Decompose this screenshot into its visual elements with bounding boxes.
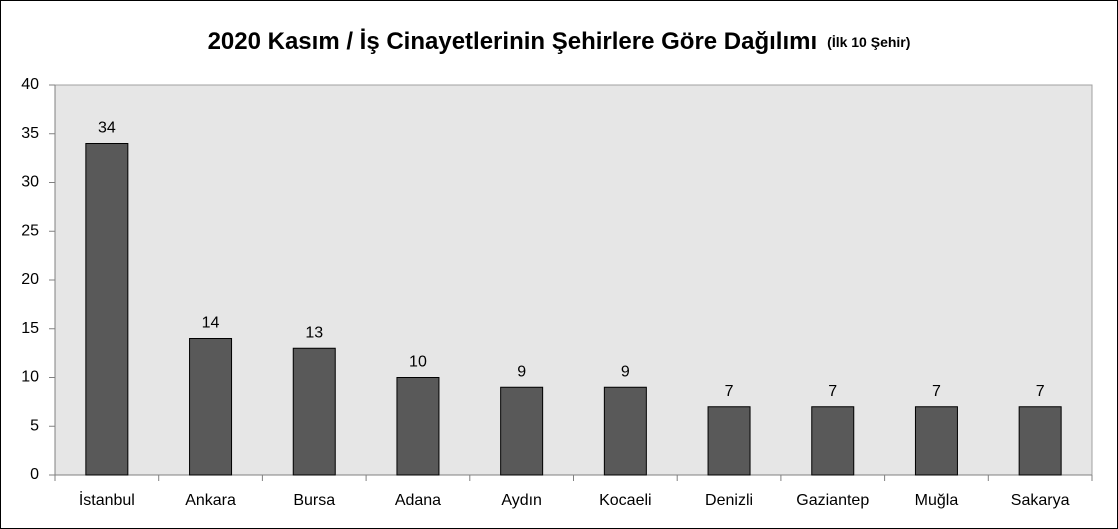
bar	[914, 406, 958, 476]
value-label: 7	[932, 383, 941, 400]
x-tick-label: Aydın	[501, 492, 542, 509]
bar	[707, 406, 751, 476]
bar	[603, 386, 647, 476]
value-label: 7	[1036, 383, 1045, 400]
chart-title: 2020 Kasım / İş Cinayetlerinin Şehirlere…	[208, 28, 818, 55]
x-tick-label: Gaziantep	[796, 492, 869, 509]
bar	[189, 338, 233, 476]
value-label: 7	[828, 383, 837, 400]
x-tick-label: Kocaeli	[599, 492, 651, 509]
y-tick-label: 25	[21, 222, 39, 239]
bar	[811, 406, 855, 476]
x-tick-label: Sakarya	[1011, 492, 1070, 509]
x-tick-label: Denizli	[705, 492, 753, 509]
x-tick-label: Muğla	[915, 492, 959, 509]
bar	[500, 386, 544, 476]
bar	[1018, 406, 1062, 476]
bar	[396, 377, 440, 476]
y-tick-label: 0	[30, 466, 39, 483]
chart-subtitle: (İlk 10 Şehir)	[827, 34, 910, 50]
bar	[85, 143, 129, 476]
y-tick-label: 10	[21, 369, 39, 386]
value-label: 9	[517, 363, 526, 380]
y-tick-label: 20	[21, 271, 39, 288]
value-label: 13	[305, 324, 323, 341]
y-tick-label: 35	[21, 125, 39, 142]
x-tick-label: Ankara	[185, 492, 236, 509]
y-tick-label: 15	[21, 320, 39, 337]
value-label: 10	[409, 354, 427, 371]
y-tick-label: 40	[21, 76, 39, 93]
x-tick-label: Bursa	[293, 492, 335, 509]
x-tick-label: İstanbul	[79, 490, 135, 509]
value-label: 9	[621, 363, 630, 380]
value-label: 34	[98, 120, 116, 137]
value-label: 7	[725, 383, 734, 400]
value-label: 14	[202, 315, 220, 332]
y-tick-label: 5	[30, 417, 39, 434]
x-tick-label: Adana	[395, 492, 441, 509]
bar	[292, 347, 336, 476]
y-tick-label: 30	[21, 174, 39, 191]
chart-heading: 2020 Kasım / İş Cinayetlerinin Şehirlere…	[208, 28, 911, 55]
